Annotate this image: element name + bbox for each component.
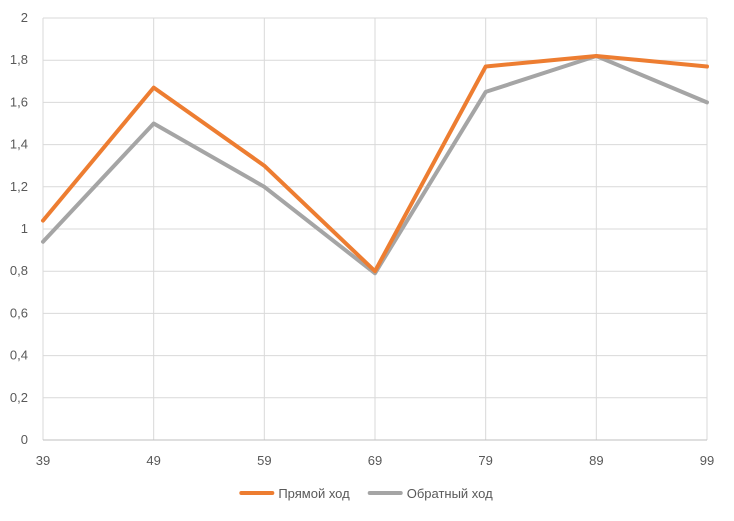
y-tick-label: 2 (21, 10, 28, 25)
y-tick-label: 0,2 (10, 390, 28, 405)
axes: 0 0,2 0,4 0,6 0,8 1 1,2 1,4 1,6 1,8 2 39 49 59 69 79 89 9… (10, 10, 714, 468)
legend: Прямой ход Обратный ход (239, 486, 493, 501)
x-tick-label: 39 (36, 453, 50, 468)
y-tick-label: 1,2 (10, 179, 28, 194)
legend-label-2: Обратный ход (407, 486, 493, 501)
y-tick-label: 0,8 (10, 263, 28, 278)
y-tick-label: 0,4 (10, 348, 28, 363)
x-tick-label: 49 (146, 453, 160, 468)
series (41, 54, 709, 276)
x-tick-label: 69 (368, 453, 382, 468)
legend-label-1: Прямой ход (278, 486, 350, 501)
y-tick-label: 1 (21, 221, 28, 236)
y-tick-label: 1,8 (10, 52, 28, 67)
x-tick-label: 79 (478, 453, 492, 468)
x-tick-label: 89 (589, 453, 603, 468)
y-tick-label: 0 (21, 432, 28, 447)
y-tick-label: 0,6 (10, 305, 28, 320)
y-tick-label: 1,6 (10, 94, 28, 109)
y-tick-label: 1,4 (10, 137, 28, 152)
series-line-1 (41, 54, 709, 274)
grid (42, 17, 708, 440)
x-tick-label: 59 (257, 453, 271, 468)
x-tick-label: 99 (700, 453, 714, 468)
